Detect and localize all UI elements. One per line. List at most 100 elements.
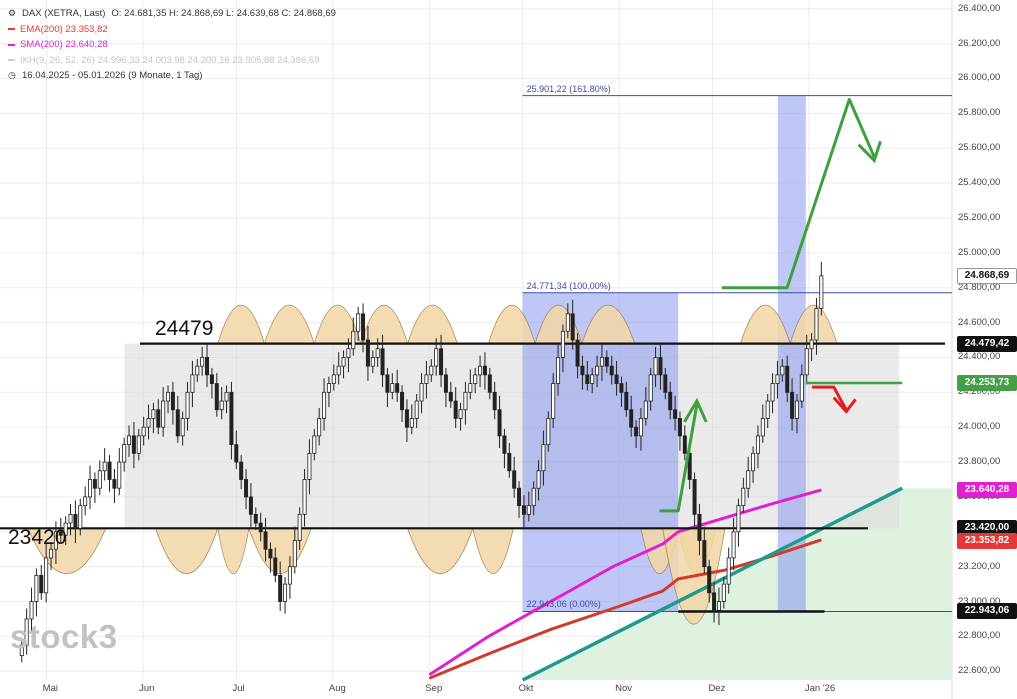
y-tick-label: 23.200,00 bbox=[958, 560, 1001, 572]
candle-body bbox=[463, 391, 468, 411]
support-arc bbox=[154, 527, 219, 574]
price-badge: 24.479,42 bbox=[957, 335, 1017, 352]
resistance-arc bbox=[739, 304, 791, 345]
candle-body bbox=[180, 418, 185, 437]
y-tick-label: 23.000,00 bbox=[958, 595, 1001, 607]
candle-body bbox=[83, 496, 88, 507]
fib-level-label: 22.943,06 (0.00%) bbox=[526, 599, 601, 610]
candle-body bbox=[29, 601, 34, 620]
candle-body bbox=[214, 383, 219, 411]
candle-body bbox=[287, 566, 292, 585]
candle-body bbox=[760, 418, 765, 437]
candle-body bbox=[424, 374, 429, 384]
support-zone-fill bbox=[522, 488, 952, 680]
candle-body bbox=[19, 644, 24, 656]
candle-body bbox=[507, 452, 512, 472]
candle-body bbox=[673, 409, 678, 419]
support-arc bbox=[472, 527, 514, 575]
candle-body bbox=[395, 383, 400, 393]
x-tick-label: Sep bbox=[425, 683, 443, 694]
candle-body bbox=[590, 374, 595, 384]
projection-arrowhead-down bbox=[832, 396, 857, 414]
settings-sliders-icon[interactable]: ⚙ bbox=[8, 8, 17, 18]
candle-body bbox=[624, 391, 629, 411]
candle-body bbox=[190, 374, 195, 393]
candle-body bbox=[107, 461, 112, 480]
candle-body bbox=[595, 365, 600, 376]
candle-body bbox=[731, 531, 736, 559]
candle-body bbox=[643, 400, 648, 419]
candle-body bbox=[414, 400, 419, 419]
stock3-logo: stock3 bbox=[10, 618, 118, 655]
resistance-arc bbox=[534, 304, 583, 345]
candle-body bbox=[278, 574, 283, 602]
y-tick-label: 24.800,00 bbox=[958, 281, 1001, 293]
candle-body bbox=[63, 522, 68, 536]
y-tick-label: 24.200,00 bbox=[958, 386, 1001, 398]
candle-body bbox=[68, 513, 73, 524]
legend-sma-row[interactable]: SMA(200) 23.640,28 bbox=[8, 37, 336, 53]
resistance-arc bbox=[263, 304, 315, 345]
candle-body bbox=[268, 548, 273, 559]
projection-path-rebound bbox=[659, 404, 699, 513]
candle-body bbox=[629, 409, 634, 428]
candle-body bbox=[741, 487, 746, 507]
candle-body bbox=[746, 470, 751, 489]
candle-body bbox=[458, 409, 463, 419]
y-tick-label: 22.600,00 bbox=[958, 665, 1001, 677]
candle-body bbox=[648, 374, 653, 402]
candle-body bbox=[799, 374, 804, 402]
support-arc bbox=[217, 527, 250, 575]
candle-body bbox=[127, 435, 132, 446]
candle-body bbox=[814, 308, 819, 341]
candle-body bbox=[365, 339, 370, 367]
candle-body bbox=[707, 566, 712, 594]
candle-body bbox=[604, 357, 609, 367]
candle-body bbox=[175, 409, 180, 437]
candle-body bbox=[39, 574, 44, 594]
candle-body bbox=[341, 357, 346, 367]
y-tick-label: 24.000,00 bbox=[958, 421, 1001, 433]
candle-body bbox=[448, 391, 453, 402]
candle-body bbox=[702, 540, 707, 568]
candle-body bbox=[97, 470, 102, 489]
legend-ikh: IKH(9, 26, 52, 26) 24.996,33 24.003,98 2… bbox=[20, 54, 320, 66]
candle-body bbox=[117, 461, 122, 489]
candle-body bbox=[443, 374, 448, 393]
candle-body bbox=[112, 479, 117, 489]
candle-body bbox=[560, 330, 565, 358]
candle-body bbox=[551, 383, 556, 419]
candle-body bbox=[156, 409, 161, 428]
candle-body bbox=[653, 357, 658, 376]
candle-body bbox=[151, 409, 156, 419]
candle-body bbox=[434, 348, 439, 367]
candle-body bbox=[146, 418, 151, 428]
candle-body bbox=[570, 313, 575, 341]
fib-level-label: 24.771,34 (100.00%) bbox=[526, 280, 611, 291]
candle-body bbox=[346, 348, 351, 358]
y-tick-label: 24.400,00 bbox=[958, 351, 1001, 363]
candle-body bbox=[326, 383, 331, 393]
candle-body bbox=[785, 365, 790, 393]
candle-body bbox=[712, 592, 717, 611]
legend-ikh-row[interactable]: IKH(9, 26, 52, 26) 24.996,33 24.003,98 2… bbox=[8, 53, 336, 69]
legend-ema: EMA(200) 23.353,82 bbox=[20, 23, 108, 35]
y-tick-label: 25.600,00 bbox=[958, 142, 1001, 154]
candle-body bbox=[248, 496, 253, 515]
candle-body bbox=[473, 374, 478, 384]
candle-body bbox=[239, 461, 244, 480]
sma-swatch bbox=[8, 43, 15, 46]
candle-body bbox=[166, 391, 171, 402]
candle-body bbox=[658, 357, 663, 376]
legend-ema-row[interactable]: EMA(200) 23.353,82 bbox=[8, 22, 336, 38]
candle-body bbox=[219, 400, 224, 411]
candle-body bbox=[122, 444, 127, 463]
resistance-arc bbox=[217, 304, 265, 345]
candle-body bbox=[546, 418, 551, 446]
candle-body bbox=[751, 452, 756, 472]
price-badge: 22.943,06 bbox=[957, 603, 1017, 620]
candle-body bbox=[677, 418, 682, 437]
candle-body bbox=[765, 400, 770, 419]
